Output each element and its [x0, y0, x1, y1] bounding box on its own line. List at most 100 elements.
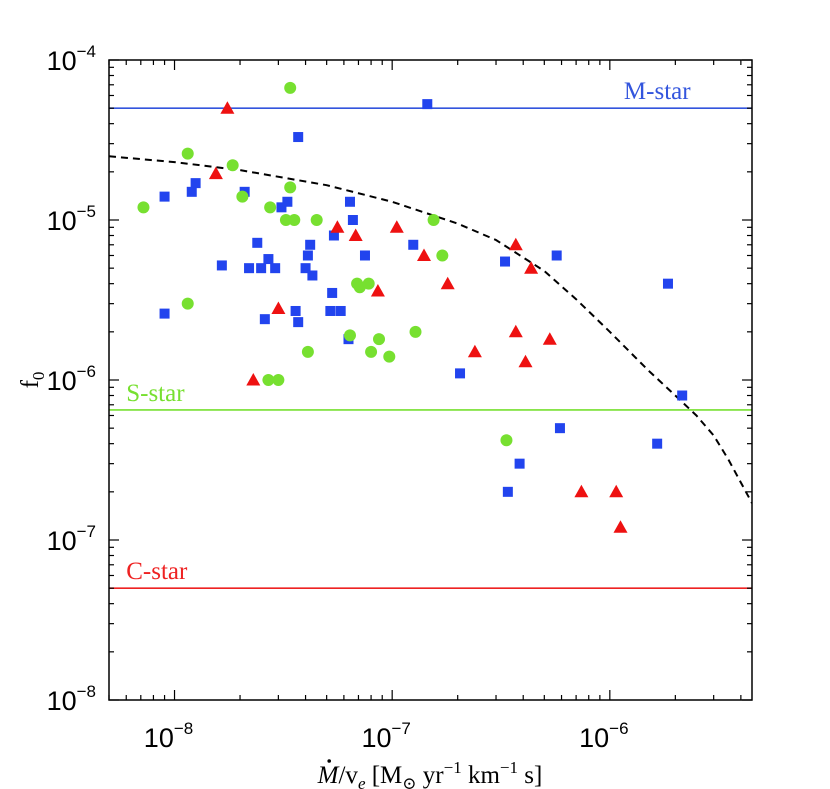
point-c-star	[348, 228, 363, 241]
point-c-star	[389, 220, 404, 233]
point-s-star	[181, 147, 194, 160]
point-s-star	[226, 159, 239, 172]
point-m-star	[186, 186, 197, 197]
x-tick-label: 10−6	[579, 719, 628, 753]
point-m-star	[662, 278, 673, 289]
point-m-star	[276, 202, 287, 213]
point-m-star	[300, 263, 311, 274]
point-m-star	[551, 250, 562, 261]
plot-frame	[108, 59, 753, 701]
m-dot-accent	[327, 759, 332, 763]
x-tick-label: 10−7	[361, 719, 410, 753]
point-c-star	[467, 344, 482, 358]
point-m-star	[408, 239, 419, 250]
point-c-star	[524, 261, 539, 274]
point-m-star	[500, 256, 511, 267]
point-s-star	[436, 249, 449, 262]
point-s-star	[262, 374, 275, 386]
point-s-star	[264, 201, 277, 214]
point-c-star	[542, 332, 557, 345]
reference-label-s-star: S-star	[126, 380, 185, 407]
point-s-star	[288, 214, 301, 226]
point-m-star	[347, 215, 358, 225]
point-m-star	[502, 486, 513, 497]
point-m-star	[190, 178, 201, 189]
data-points	[137, 81, 688, 533]
x-axis-title: M/ve [M⊙ yr−1 km−1 s]	[317, 758, 543, 789]
point-m-star	[359, 250, 370, 261]
axis-ticks	[108, 59, 752, 701]
point-m-star	[677, 390, 688, 401]
y-tick-label: 10−8	[47, 682, 96, 716]
point-s-star	[284, 81, 297, 94]
reference-label-c-star: C-star	[126, 558, 188, 585]
point-s-star	[301, 345, 314, 358]
point-s-star	[362, 277, 375, 290]
point-s-star	[500, 434, 513, 447]
point-c-star	[440, 276, 455, 290]
point-m-star	[302, 250, 313, 261]
reference-label-m-star: M-star	[624, 78, 691, 105]
point-m-star	[554, 423, 565, 434]
dashed-curve	[109, 155, 752, 504]
point-m-star	[270, 263, 281, 274]
point-m-star	[335, 305, 346, 316]
point-m-star	[305, 239, 316, 250]
point-m-star	[293, 317, 304, 328]
tick-labels: 10−8 10−7 10−6 10−4 10−5 10−6 10−7 10−8	[47, 42, 629, 753]
point-c-star	[508, 237, 523, 251]
point-s-star	[279, 214, 292, 226]
point-m-star	[263, 254, 274, 265]
y-axis-title: f0	[17, 372, 48, 389]
point-m-star	[252, 237, 263, 248]
point-s-star	[137, 201, 150, 214]
reference-lines	[109, 107, 752, 589]
point-c-star	[220, 101, 235, 114]
point-c-star	[271, 301, 286, 314]
reference-labels: M-star S-star C-star	[126, 78, 691, 585]
point-s-star	[272, 374, 285, 386]
point-m-star	[282, 196, 293, 207]
point-s-star	[310, 214, 323, 226]
y-tick-label: 10−6	[47, 362, 96, 396]
point-m-star	[259, 314, 270, 325]
point-s-star	[373, 333, 386, 346]
point-m-star	[293, 132, 304, 143]
point-s-star	[383, 350, 396, 363]
point-m-star	[159, 191, 170, 202]
y-tick-label: 10−7	[47, 522, 96, 556]
point-s-star	[343, 329, 356, 342]
point-m-star	[652, 438, 663, 449]
point-m-star	[256, 263, 267, 274]
point-m-star	[325, 305, 336, 316]
point-m-star	[216, 260, 227, 271]
point-m-star	[159, 308, 170, 319]
point-m-star	[327, 287, 338, 298]
point-c-star	[417, 248, 431, 261]
point-m-star	[244, 263, 255, 274]
point-s-star	[181, 297, 194, 310]
y-tick-label: 10−4	[47, 42, 96, 76]
point-s-star	[365, 345, 378, 358]
point-s-star	[236, 190, 249, 203]
point-c-star	[330, 220, 345, 233]
point-c-star	[613, 520, 628, 533]
point-m-star	[514, 458, 525, 469]
y-tick-label: 10−5	[47, 202, 96, 236]
point-c-star	[246, 373, 261, 386]
point-m-star	[455, 368, 466, 379]
point-m-star	[422, 99, 433, 110]
point-s-star	[427, 214, 440, 226]
point-m-star	[290, 305, 301, 316]
point-c-star	[609, 484, 624, 498]
curve-layer	[109, 155, 752, 504]
point-m-star	[328, 230, 339, 241]
point-c-star	[518, 354, 533, 368]
point-m-star	[344, 196, 355, 207]
x-tick-label: 10−8	[144, 719, 193, 753]
point-s-star	[409, 325, 422, 338]
point-c-star	[370, 284, 385, 297]
point-c-star	[574, 484, 589, 498]
point-c-star	[208, 166, 223, 180]
